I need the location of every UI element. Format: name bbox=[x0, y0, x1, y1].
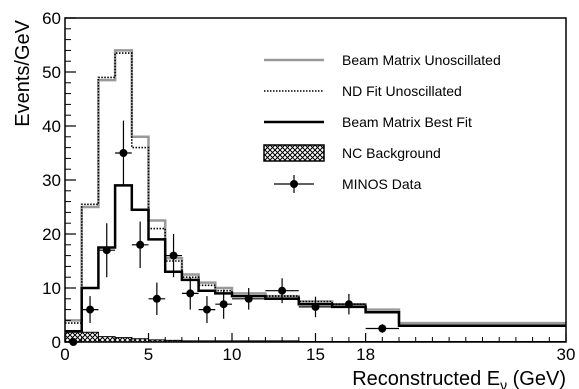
data-point bbox=[215, 289, 232, 319]
legend: Beam Matrix Unoscillated ND Fit Unoscilla… bbox=[263, 52, 501, 193]
data-point-marker bbox=[378, 324, 387, 333]
data-point-marker bbox=[136, 240, 145, 249]
y-tick-label: 60 bbox=[42, 9, 61, 28]
x-tick-label: 10 bbox=[223, 345, 242, 364]
data-point bbox=[131, 221, 149, 269]
legend-label: Beam Matrix Unoscillated bbox=[342, 52, 501, 68]
data-point bbox=[81, 296, 99, 324]
legend-entry-minos-data: MINOS Data bbox=[274, 175, 422, 193]
data-point bbox=[365, 324, 399, 333]
x-axis-title-subscript: ν bbox=[500, 377, 507, 389]
y-tick-label: 30 bbox=[42, 171, 61, 190]
data-point-marker bbox=[169, 251, 178, 260]
legend-label: ND Fit Unoscillated bbox=[342, 83, 462, 99]
data-point-marker bbox=[119, 149, 128, 157]
x-tick-label: 30 bbox=[557, 345, 576, 364]
data-point-marker bbox=[344, 300, 353, 309]
legend-entry-nd-fit-unoscillated: ND Fit Unoscillated bbox=[264, 83, 462, 99]
x-axis-title: Reconstructed Eν (GeV) bbox=[352, 368, 566, 389]
data-point-marker bbox=[278, 286, 287, 295]
y-tick-label: 0 bbox=[52, 333, 61, 352]
x-tick-label: 5 bbox=[144, 345, 153, 364]
x-axis-title-main: Reconstructed E bbox=[352, 368, 500, 389]
data-points-layer bbox=[65, 120, 399, 346]
data-point bbox=[165, 234, 182, 278]
data-point-marker bbox=[152, 294, 161, 303]
y-tick-label: 10 bbox=[42, 279, 61, 298]
y-axis-title: Events/GeV bbox=[12, 19, 34, 126]
data-point bbox=[148, 282, 166, 315]
legend-swatch-marker bbox=[290, 180, 298, 188]
data-point bbox=[198, 296, 216, 324]
data-point-marker bbox=[219, 300, 228, 309]
data-point bbox=[98, 223, 116, 278]
data-point-marker bbox=[102, 246, 111, 255]
data-point-marker bbox=[202, 305, 211, 314]
legend-label: NC Background bbox=[342, 145, 441, 161]
y-tick-label: 40 bbox=[42, 117, 61, 136]
data-point-marker bbox=[311, 302, 320, 311]
data-point bbox=[232, 288, 266, 310]
x-axis-title-unit: (GeV) bbox=[507, 368, 566, 389]
x-tick-label: 18 bbox=[356, 345, 375, 364]
series-nd-fit-unoscillated bbox=[65, 52, 566, 327]
x-tick-label: 0 bbox=[60, 345, 69, 364]
legend-swatch bbox=[263, 144, 325, 162]
data-point bbox=[332, 293, 366, 315]
data-point bbox=[265, 278, 299, 304]
data-point bbox=[181, 277, 199, 310]
y-tick-label: 50 bbox=[42, 63, 61, 82]
data-point bbox=[115, 120, 132, 186]
x-tick-label: 15 bbox=[306, 345, 325, 364]
legend-label: MINOS Data bbox=[342, 176, 422, 192]
axes-layer: 0 5 10 15 18 30 0 10 20 30 40 50 60 bbox=[42, 9, 575, 364]
data-point bbox=[298, 296, 333, 318]
data-point-marker bbox=[186, 289, 195, 298]
y-tick-label: 20 bbox=[42, 225, 61, 244]
legend-label: Beam Matrix Best Fit bbox=[342, 114, 472, 130]
data-point-marker bbox=[86, 305, 95, 314]
legend-entry-beam-matrix-best-fit: Beam Matrix Best Fit bbox=[264, 114, 472, 130]
legend-entry-nc-background: NC Background bbox=[263, 144, 441, 162]
legend-entry-beam-matrix-unoscillated: Beam Matrix Unoscillated bbox=[264, 52, 501, 68]
data-point-marker bbox=[244, 294, 253, 303]
